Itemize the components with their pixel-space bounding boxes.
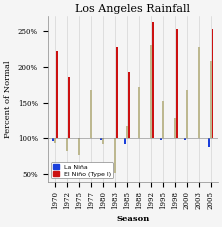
Y-axis label: Percent of Normal: Percent of Normal — [4, 60, 12, 138]
Bar — [126, 126, 128, 138]
Bar — [212, 29, 214, 138]
Bar — [78, 138, 80, 155]
Bar — [186, 90, 188, 138]
Bar — [100, 138, 102, 140]
Bar — [174, 118, 176, 138]
Bar — [52, 138, 54, 141]
Bar — [56, 51, 58, 138]
Bar — [114, 138, 116, 173]
Bar — [128, 72, 130, 138]
Bar — [124, 138, 126, 144]
Bar — [160, 138, 162, 140]
Bar — [68, 77, 70, 138]
Bar — [208, 138, 210, 147]
Bar — [90, 90, 92, 138]
Bar — [162, 101, 164, 138]
Bar — [54, 138, 56, 143]
Bar — [176, 29, 178, 138]
Bar — [152, 22, 154, 138]
X-axis label: Season: Season — [116, 215, 149, 223]
Bar — [198, 47, 200, 138]
Bar — [138, 87, 140, 138]
Bar — [184, 138, 186, 140]
Legend: La Niña, El Niño (Type I): La Niña, El Niño (Type I) — [51, 162, 113, 178]
Bar — [150, 45, 152, 138]
Title: Los Angeles Rainfall: Los Angeles Rainfall — [75, 4, 190, 14]
Bar — [210, 61, 212, 138]
Bar — [116, 47, 118, 138]
Bar — [66, 138, 68, 151]
Bar — [102, 138, 104, 144]
